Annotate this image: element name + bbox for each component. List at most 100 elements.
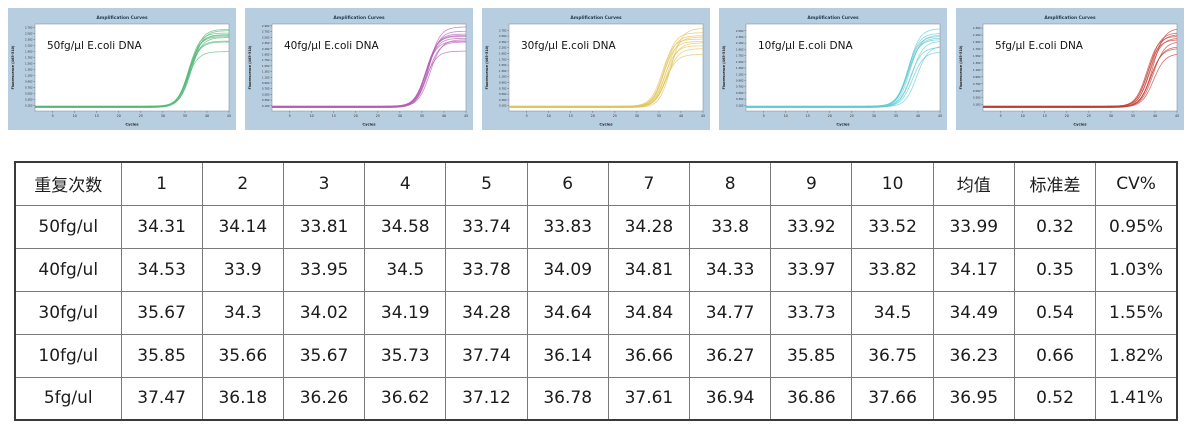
svg-text:0.382: 0.382 [736, 97, 744, 101]
svg-text:25: 25 [850, 114, 854, 118]
table-cell: 33.74 [445, 204, 528, 249]
svg-text:5: 5 [1000, 114, 1002, 118]
svg-text:1.182: 1.182 [499, 75, 507, 79]
svg-text:0.582: 0.582 [973, 89, 981, 93]
y-axis-label: Fluorescence (465-510) [248, 45, 252, 89]
svg-text:0.582: 0.582 [25, 92, 33, 96]
table-header-cell: 1 [120, 161, 203, 206]
svg-text:0.582: 0.582 [499, 92, 507, 96]
svg-text:2.782: 2.782 [25, 26, 33, 30]
chart-title: Amplification Curves [333, 15, 385, 21]
svg-text:0.582: 0.582 [736, 91, 744, 95]
row-label-cell: 10fg/ul [14, 333, 122, 378]
amplification-curves-plot: Amplification Curves0.1820.3820.5820.782… [245, 8, 473, 130]
svg-text:0.182: 0.182 [499, 104, 507, 108]
svg-text:30: 30 [872, 114, 876, 118]
svg-text:25: 25 [139, 114, 143, 118]
table-cell: 35.85 [770, 333, 853, 378]
table-cell: 34.28 [445, 290, 528, 335]
x-axis-label: Cycles [599, 123, 613, 127]
table-cell: 33.99 [932, 204, 1015, 249]
table-header-cell: 4 [364, 161, 447, 206]
table-cell: 37.12 [445, 376, 528, 421]
svg-text:10: 10 [310, 114, 314, 118]
amplification-chart-panel: Amplification Curves 0.182 0.382 0.582 0.782… [245, 8, 473, 130]
table-cell: 36.78 [526, 376, 609, 421]
svg-text:0.782: 0.782 [25, 86, 33, 90]
table-cell: 35.85 [120, 333, 203, 378]
svg-text:45: 45 [227, 114, 231, 118]
svg-text:0.382: 0.382 [262, 98, 270, 102]
table-cell: 34.84 [607, 290, 691, 335]
svg-text:2.582: 2.582 [736, 29, 744, 33]
svg-text:25: 25 [613, 114, 617, 118]
svg-text:0.182: 0.182 [25, 104, 33, 108]
table-header-cell: 均值 [932, 161, 1015, 206]
svg-text:40: 40 [1153, 114, 1157, 118]
svg-text:25: 25 [1087, 114, 1091, 118]
concentration-annotation: 30fg/μl E.coli DNA [521, 40, 616, 52]
table-cell: 37.47 [120, 376, 203, 421]
svg-text:2.182: 2.182 [25, 44, 33, 48]
table-cell: 33.95 [282, 247, 366, 292]
svg-text:10: 10 [547, 114, 551, 118]
amplification-curves-plot: Amplification Curves0.1820.3820.5820.782… [8, 8, 236, 130]
row-label-cell: 50fg/ul [14, 204, 122, 249]
svg-text:1.782: 1.782 [25, 56, 33, 60]
table-header-cell: 标准差 [1013, 161, 1097, 206]
table-cell: 34.53 [120, 247, 203, 292]
table-cell: 34.81 [607, 247, 691, 292]
svg-text:0.782: 0.782 [499, 86, 507, 90]
svg-text:1.382: 1.382 [499, 69, 507, 73]
svg-text:30: 30 [635, 114, 639, 118]
svg-text:0.182: 0.182 [973, 103, 981, 107]
svg-text:1.582: 1.582 [499, 63, 507, 67]
table-cell: 1.03% [1095, 247, 1178, 292]
svg-text:2.382: 2.382 [973, 26, 981, 30]
table-cell: 36.75 [851, 333, 934, 378]
table-header-cell: 重复次数 [14, 161, 122, 206]
table-cell: 34.14 [201, 204, 284, 249]
table-cell: 0.95% [1095, 204, 1178, 249]
table-cell: 0.54 [1013, 290, 1097, 335]
table-cell: 37.61 [607, 376, 691, 421]
svg-text:35: 35 [1131, 114, 1135, 118]
amplification-curves-plot: Amplification Curves0.1820.3820.5820.782… [956, 8, 1184, 130]
table-cell: 34.5 [364, 247, 447, 292]
table-cell: 1.55% [1095, 290, 1178, 335]
repeatability-table-section: 重复次数 1 2 3 4 5 6 7 8 9 10 均值 标准差 CV% 50fg/ul 34.31 34.1… [0, 130, 1192, 421]
amplification-chart-panel: Amplification Curves 0.182 0.382 0.582 0.782… [956, 8, 1184, 130]
svg-text:1.382: 1.382 [25, 68, 33, 72]
amplification-chart-panel: Amplification Curves 0.182 0.382 0.582 0.782… [8, 8, 236, 130]
table-cell: 0.35 [1013, 247, 1097, 292]
svg-text:10: 10 [1021, 114, 1025, 118]
table-cell: 0.52 [1013, 376, 1097, 421]
svg-text:1.182: 1.182 [973, 68, 981, 72]
table-row: 10fg/ul 35.85 35.66 35.67 35.73 37.74 36.14 36.… [14, 333, 1178, 378]
svg-text:2.382: 2.382 [499, 40, 507, 44]
svg-text:2.182: 2.182 [499, 46, 507, 50]
table-cell: 34.09 [526, 247, 609, 292]
table-row: 50fg/ul 34.31 34.14 33.81 34.58 33.74 33.83 34.… [14, 204, 1178, 249]
svg-text:0.182: 0.182 [736, 103, 744, 107]
svg-text:1.782: 1.782 [262, 58, 270, 62]
table-cell: 34.17 [932, 247, 1015, 292]
svg-text:5: 5 [763, 114, 765, 118]
table-cell: 33.78 [445, 247, 528, 292]
table-header-cell: 5 [445, 161, 528, 206]
y-axis-label: Fluorescence (465-510) [485, 45, 489, 89]
svg-text:1.782: 1.782 [499, 57, 507, 61]
table-header-cell: 10 [851, 161, 934, 206]
svg-text:15: 15 [569, 114, 573, 118]
svg-text:35: 35 [894, 114, 898, 118]
table-cell: 35.73 [364, 333, 447, 378]
amplification-curves-plot: Amplification Curves0.1820.3820.5820.782… [719, 8, 947, 130]
table-cell: 36.66 [607, 333, 691, 378]
svg-text:2.182: 2.182 [736, 41, 744, 45]
table-cell: 36.94 [689, 376, 772, 421]
table-cell: 0.66 [1013, 333, 1097, 378]
svg-text:1.582: 1.582 [262, 64, 270, 68]
svg-text:2.382: 2.382 [25, 38, 33, 42]
svg-text:1.982: 1.982 [25, 50, 33, 54]
ct-repeatability-table: 重复次数 1 2 3 4 5 6 7 8 9 10 均值 标准差 CV% 50fg/ul 34.31 34.1… [14, 161, 1178, 421]
